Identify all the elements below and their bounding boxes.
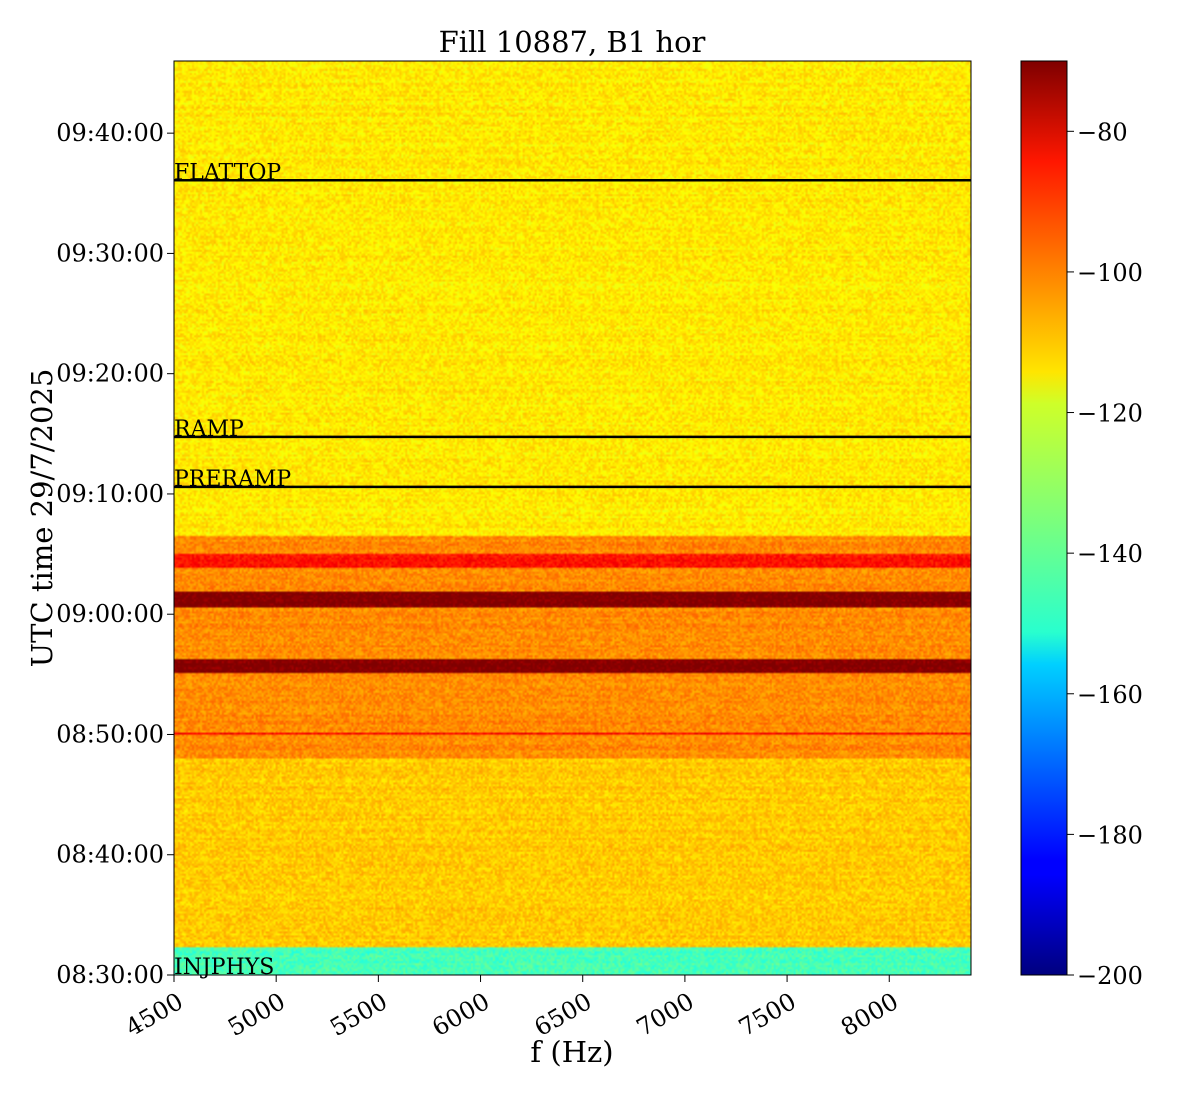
colorbar-tick-label: −100 [1077, 259, 1143, 287]
x-axis-label: f (Hz) [530, 1035, 613, 1069]
x-tick-label: 4500 [121, 987, 188, 1042]
x-tick-label: 8000 [836, 987, 903, 1042]
phase-label-preramp: PRERAMP [174, 467, 291, 492]
y-tick-label: 09:30:00 [56, 239, 164, 267]
heatmap-image [174, 61, 971, 975]
y-tick-label: 08:30:00 [56, 961, 164, 989]
phase-label-flattop: FLATTOP [174, 160, 281, 185]
colorbar-tick-label: −180 [1077, 821, 1143, 849]
phase-label-injphys: INJPHYS [174, 955, 274, 980]
phase-label-ramp: RAMP [174, 417, 244, 442]
colorbar-gradient [1020, 60, 1068, 976]
colorbar-tick-label: −80 [1077, 118, 1128, 146]
y-axis: 08:30:00 08:40:00 08:50:00 09:00:00 09:10:00… [56, 119, 174, 989]
x-tick-label: 6500 [530, 987, 597, 1042]
colorbar-ticks: −80 −100 −120 −140 −160 −180 −200 [1067, 118, 1143, 990]
y-tick-label: 08:40:00 [56, 841, 164, 869]
phase-markers: INJPHYS PRERAMP RAMP FLATTOP [174, 160, 971, 980]
colorbar-tick-label: −140 [1077, 540, 1143, 568]
x-tick-label: 5000 [223, 987, 290, 1042]
x-tick-label: 6000 [427, 987, 494, 1042]
x-axis: 4500 5000 5500 6000 6500 7000 7500 8000 [121, 975, 903, 1042]
y-tick-label: 09:40:00 [56, 119, 164, 147]
x-tick-label: 7500 [734, 987, 801, 1042]
colorbar-tick-label: −120 [1077, 400, 1143, 428]
chart-title: Fill 10887, B1 hor [439, 25, 706, 59]
y-tick-label: 09:10:00 [56, 480, 164, 508]
y-axis-label: UTC time 29/7/2025 [25, 369, 59, 668]
colorbar: −80 −100 −120 −140 −160 −180 −200 [1020, 60, 1143, 990]
plot-area [174, 61, 971, 975]
y-tick-label: 09:20:00 [56, 360, 164, 388]
plot-frame [173, 60, 972, 976]
x-tick-label: 5500 [325, 987, 392, 1042]
colorbar-tick-label: −160 [1077, 681, 1143, 709]
y-tick-label: 09:00:00 [56, 600, 164, 628]
y-tick-label: 08:50:00 [56, 720, 164, 748]
colorbar-tick-label: −200 [1077, 962, 1143, 990]
x-tick-label: 7000 [632, 987, 699, 1042]
